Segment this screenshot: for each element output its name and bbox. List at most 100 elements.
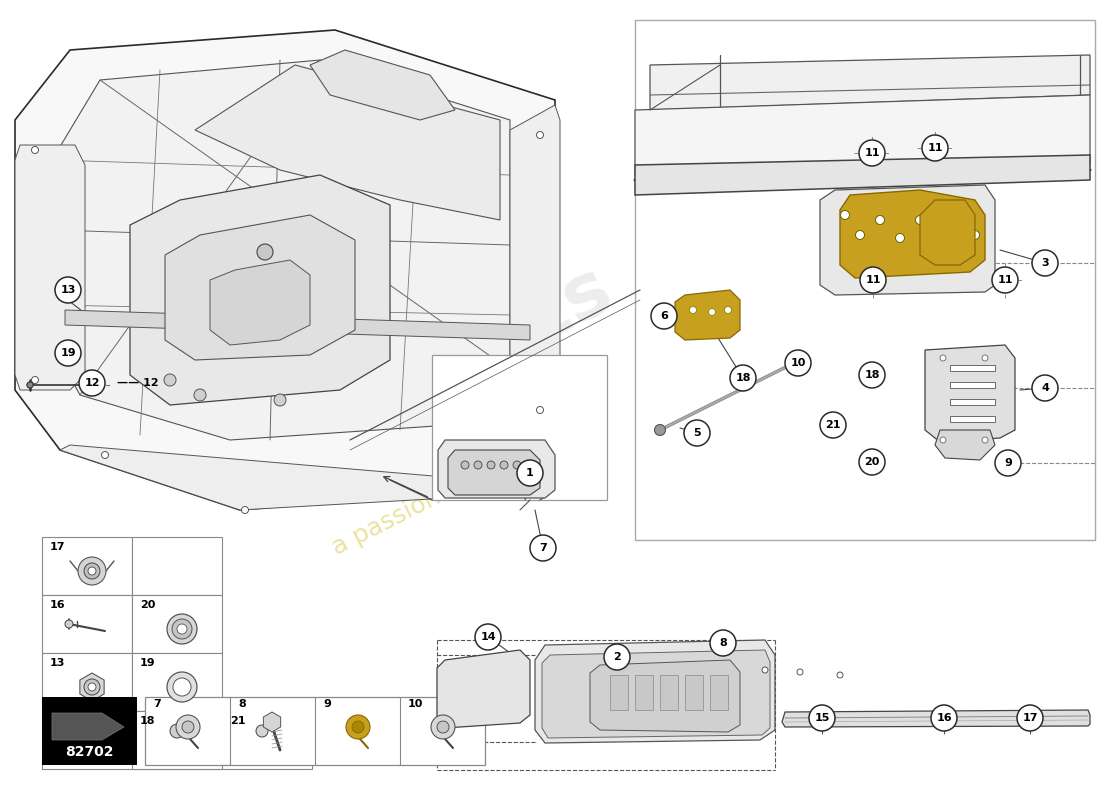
Circle shape (840, 210, 849, 219)
Circle shape (530, 535, 556, 561)
Text: 15: 15 (814, 713, 829, 723)
Bar (42, 537, 132, 595)
Polygon shape (535, 640, 776, 743)
Circle shape (537, 406, 543, 414)
Circle shape (500, 461, 508, 469)
Circle shape (690, 306, 696, 314)
Text: 13: 13 (60, 285, 76, 295)
Circle shape (1032, 250, 1058, 276)
Polygon shape (920, 200, 975, 265)
Text: 18: 18 (735, 373, 750, 383)
Circle shape (513, 461, 521, 469)
Circle shape (654, 425, 666, 435)
Circle shape (78, 557, 106, 585)
Text: 9: 9 (323, 699, 331, 709)
Circle shape (876, 215, 884, 225)
Text: 18: 18 (140, 716, 155, 726)
Bar (432, 355, 607, 500)
Text: 21: 21 (230, 716, 245, 726)
Circle shape (167, 614, 197, 644)
Circle shape (84, 679, 100, 695)
Circle shape (257, 244, 273, 260)
Text: 5: 5 (693, 428, 701, 438)
Circle shape (820, 412, 846, 438)
Text: 20: 20 (865, 457, 880, 467)
Circle shape (708, 309, 715, 315)
Polygon shape (820, 185, 996, 295)
Circle shape (931, 705, 957, 731)
Polygon shape (310, 50, 455, 120)
Polygon shape (130, 175, 390, 405)
Text: 19: 19 (60, 348, 76, 358)
Circle shape (256, 725, 268, 737)
Circle shape (65, 620, 73, 628)
Bar (145, 697, 485, 765)
Polygon shape (590, 660, 740, 732)
Circle shape (798, 669, 803, 675)
Text: 7: 7 (539, 543, 547, 553)
Circle shape (431, 715, 455, 739)
Text: 8: 8 (719, 638, 727, 648)
Circle shape (730, 365, 756, 391)
FancyBboxPatch shape (72, 731, 112, 759)
Text: a passion for parts since: a passion for parts since (328, 400, 612, 560)
Polygon shape (55, 60, 510, 440)
Polygon shape (60, 445, 500, 510)
Circle shape (651, 303, 676, 329)
Polygon shape (438, 440, 556, 498)
Polygon shape (165, 215, 355, 360)
Bar (42, 697, 138, 765)
Bar (610, 675, 628, 710)
Circle shape (992, 267, 1018, 293)
Circle shape (856, 230, 865, 239)
Circle shape (860, 267, 886, 293)
Circle shape (956, 215, 965, 225)
Text: 1: 1 (526, 468, 534, 478)
Bar (685, 675, 703, 710)
Circle shape (808, 705, 835, 731)
Text: 16: 16 (936, 713, 952, 723)
Circle shape (28, 382, 33, 388)
Text: 12: 12 (85, 378, 100, 388)
Circle shape (940, 437, 946, 443)
Polygon shape (210, 260, 310, 345)
Circle shape (32, 377, 39, 383)
Circle shape (167, 672, 197, 702)
Polygon shape (840, 190, 984, 278)
Circle shape (785, 350, 811, 376)
Text: 4: 4 (1041, 383, 1049, 393)
Circle shape (604, 644, 630, 670)
Circle shape (1018, 705, 1043, 731)
Circle shape (85, 750, 99, 764)
Text: 9: 9 (1004, 458, 1012, 468)
Polygon shape (675, 290, 740, 340)
Bar (950, 416, 996, 422)
Bar (42, 653, 132, 711)
Circle shape (274, 394, 286, 406)
Bar (950, 365, 996, 371)
Circle shape (996, 450, 1021, 476)
Text: 10: 10 (790, 358, 805, 368)
Polygon shape (195, 65, 500, 220)
Circle shape (176, 715, 200, 739)
Bar (42, 595, 132, 653)
Text: 3: 3 (1042, 258, 1048, 268)
Circle shape (177, 624, 187, 634)
Text: 19: 19 (140, 658, 155, 668)
Polygon shape (542, 650, 770, 738)
Circle shape (922, 135, 948, 161)
Polygon shape (935, 430, 996, 460)
Circle shape (101, 451, 109, 458)
Circle shape (982, 437, 988, 443)
Circle shape (182, 721, 194, 733)
Polygon shape (52, 713, 124, 740)
Circle shape (970, 230, 979, 239)
Bar (635, 20, 1094, 540)
Polygon shape (635, 95, 1090, 175)
Text: 13: 13 (50, 658, 65, 668)
Text: 21: 21 (825, 420, 840, 430)
Bar (660, 675, 678, 710)
Circle shape (476, 486, 484, 494)
Circle shape (164, 374, 176, 386)
Polygon shape (437, 650, 530, 728)
